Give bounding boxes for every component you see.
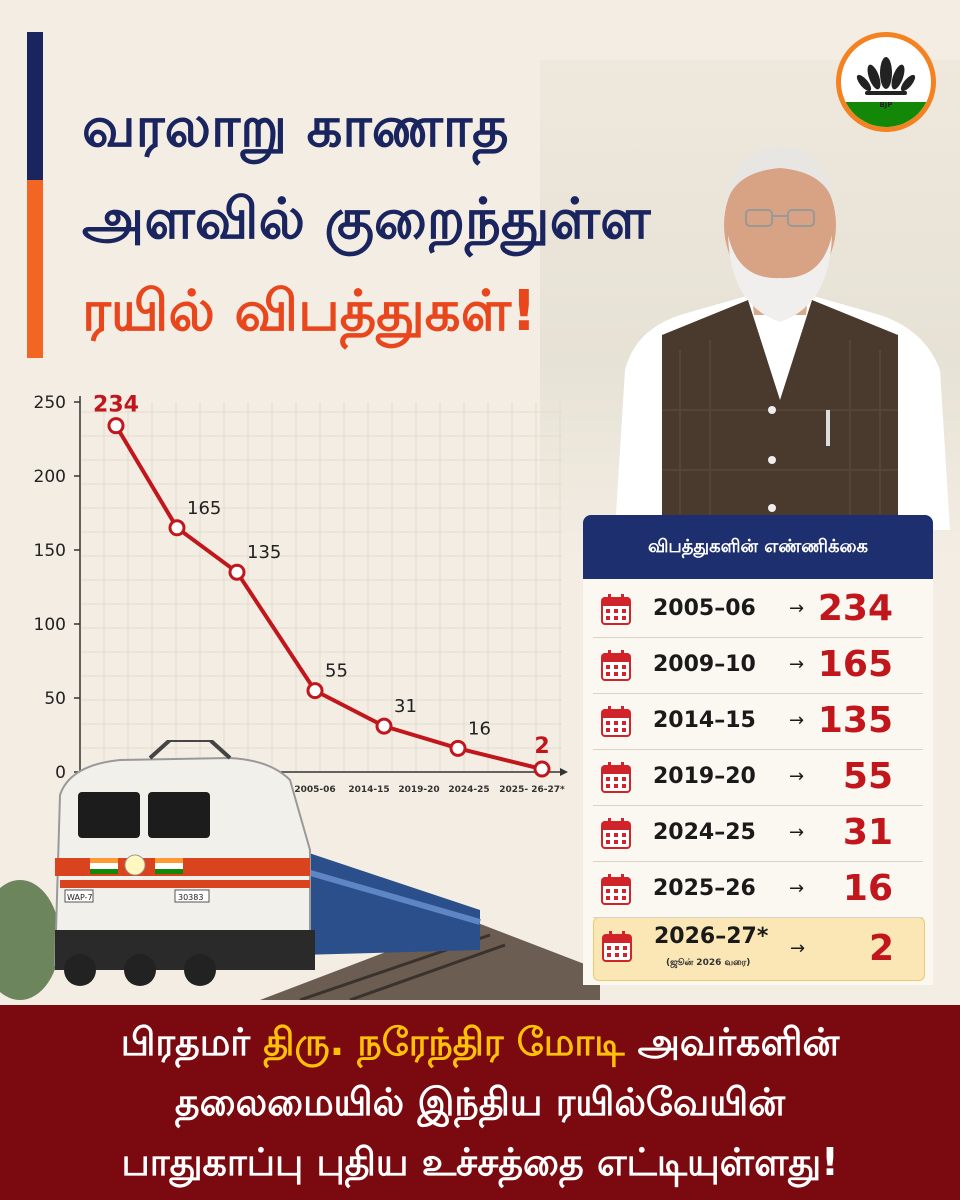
data-point	[375, 717, 393, 735]
arrow-icon: →	[789, 766, 805, 787]
table-row: 2025–26 → 16	[593, 861, 923, 918]
data-point	[533, 760, 551, 778]
arrow-icon: →	[789, 878, 805, 899]
headline-line-2: அளவில் குறைந்துள்ள	[82, 187, 651, 252]
x-tick-label: 2019-20	[398, 785, 439, 795]
data-label: 234	[93, 393, 139, 418]
y-tick-label: 50	[44, 689, 66, 709]
accident-line-chart: 0 50 100 150 200 250 2005-06 2014-15 2019-20 202…	[34, 393, 568, 795]
calendar-icon	[601, 594, 631, 625]
loco-number-plate: 30383	[178, 893, 203, 902]
logo-text: BJP	[879, 101, 892, 109]
loco-class-plate: WAP-7	[67, 893, 93, 902]
data-point	[449, 739, 467, 757]
table-row: 2009–10 → 165	[593, 637, 923, 694]
data-point	[306, 682, 324, 700]
table-row: 2014–15 → 135	[593, 693, 923, 750]
row-value: 135	[817, 700, 893, 741]
calendar-icon	[601, 874, 631, 905]
table-row: 2024–25 → 31	[593, 805, 923, 862]
row-value: 165	[817, 644, 893, 685]
arrow-icon: →	[789, 654, 805, 675]
x-tick-label: 2005-06	[294, 785, 335, 795]
data-label: 135	[247, 542, 281, 563]
calendar-icon	[602, 931, 632, 962]
arrow-icon: →	[789, 598, 805, 619]
calendar-icon	[601, 762, 631, 793]
bottom-line-3: பாதுகாப்பு புதிய உச்சத்தை எட்டியுள்ளது!	[121, 1140, 839, 1184]
bottom-line-1-pre: பிரதமர்	[120, 1020, 264, 1064]
headline-line-1: வரலாறு காணாத	[82, 95, 509, 160]
data-label: 55	[325, 661, 348, 682]
bottom-line-2: தலைமையில் இந்திய ரயில்வேயின்	[174, 1080, 786, 1124]
y-tick-label: 100	[34, 615, 66, 635]
panel-header: விபத்துகளின் எண்ணிக்கை	[583, 515, 933, 579]
calendar-icon	[601, 706, 631, 737]
logo-green-band	[841, 101, 931, 127]
bottom-line-1-post: அவர்களின்	[624, 1020, 840, 1064]
data-point	[168, 519, 186, 537]
arrow-icon: →	[789, 822, 805, 843]
accent-bar-orange	[27, 180, 43, 358]
table-row: 2005–06 → 234	[593, 581, 923, 638]
row-period: 2024–25	[653, 820, 756, 845]
x-tick-label: 2025- 26-27*	[499, 785, 565, 795]
row-period: 2005–06	[653, 596, 756, 621]
x-tick-label: 2024-25	[448, 785, 489, 795]
row-period: 2026–27*	[654, 924, 769, 949]
chart-series: 234 165 135 55 31 16 2	[93, 393, 551, 778]
lotus-icon: BJP	[856, 57, 916, 109]
row-period: 2019–20	[653, 764, 756, 789]
train-illustration: WAP-7 30383	[0, 740, 600, 1000]
row-period: 2009–10	[653, 652, 756, 677]
table-row: 2019–20 → 55	[593, 749, 923, 806]
calendar-icon	[601, 650, 631, 681]
headline-line-3: ரயில் விபத்துகள்!	[82, 279, 537, 344]
data-point	[107, 417, 125, 435]
row-value: 31	[842, 812, 893, 853]
accent-bar-navy	[27, 32, 43, 180]
accident-count-panel: விபத்துகளின் எண்ணிக்கை 2026–27* (ஜூன் 20…	[583, 515, 933, 985]
headline: வரலாறு காணாத அளவில் குறைந்துள்ள ரயில் வி…	[82, 82, 651, 358]
row-period: 2014–15	[653, 708, 756, 733]
row-value: 16	[842, 868, 893, 909]
x-axis-arrow-icon	[560, 768, 568, 776]
y-tick-label: 150	[34, 541, 66, 561]
y-tick-label: 0	[55, 763, 66, 783]
arrow-icon: →	[789, 710, 805, 731]
y-tick-label: 200	[34, 467, 66, 487]
row-value: 2	[868, 928, 894, 969]
row-value: 55	[842, 756, 893, 797]
party-logo: BJP	[836, 32, 936, 132]
data-label: 16	[468, 718, 491, 739]
data-label: 31	[394, 696, 417, 717]
row-period-note: (ஜூன் 2026 வரை)	[666, 958, 751, 968]
arrow-icon: →	[790, 938, 806, 959]
y-axis: 0 50 100 150 200 250	[34, 393, 81, 783]
bottom-message: பிரதமர் திரு. நரேந்திர மோடி அவர்களின் தல…	[0, 1012, 960, 1192]
portrait	[615, 146, 950, 530]
data-label: 2	[534, 734, 549, 759]
x-tick-label: 2014-15	[348, 785, 389, 795]
chart-grid	[79, 402, 562, 773]
y-tick-label: 250	[34, 393, 66, 413]
calendar-icon	[601, 818, 631, 849]
row-value: 234	[817, 588, 893, 629]
bottom-line-1-highlight: திரு. நரேந்திர மோடி	[263, 1020, 625, 1064]
bottom-banner	[0, 1005, 960, 1200]
bottom-line-1: பிரதமர் திரு. நரேந்திர மோடி அவர்களின்	[0, 1012, 960, 1072]
panel-body: 2026–27* (ஜூன் 2026 வரை) → 2 2005–06 → 234…	[583, 579, 933, 985]
row-period: 2025–26	[653, 876, 756, 901]
data-point	[228, 563, 246, 581]
table-row-last: 2026–27* (ஜூன் 2026 வரை) → 2	[593, 917, 925, 981]
data-label: 165	[187, 498, 221, 519]
